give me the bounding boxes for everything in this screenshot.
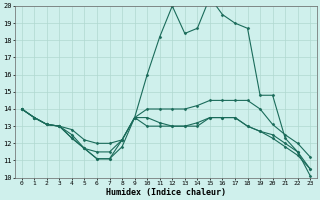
X-axis label: Humidex (Indice chaleur): Humidex (Indice chaleur) — [106, 188, 226, 197]
